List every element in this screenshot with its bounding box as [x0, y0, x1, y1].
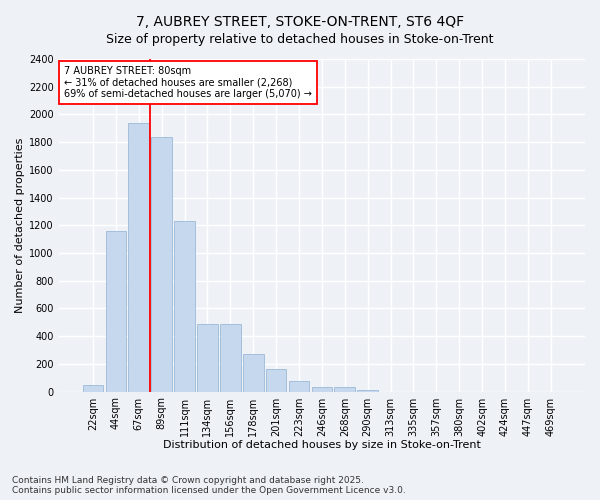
Bar — [289, 380, 309, 392]
Bar — [334, 388, 355, 392]
Bar — [243, 354, 263, 392]
Bar — [311, 388, 332, 392]
Bar — [83, 384, 103, 392]
Bar — [266, 370, 286, 392]
Bar — [151, 136, 172, 392]
Y-axis label: Number of detached properties: Number of detached properties — [15, 138, 25, 313]
Text: 7, AUBREY STREET, STOKE-ON-TRENT, ST6 4QF: 7, AUBREY STREET, STOKE-ON-TRENT, ST6 4Q… — [136, 15, 464, 29]
Text: 7 AUBREY STREET: 80sqm
← 31% of detached houses are smaller (2,268)
69% of semi-: 7 AUBREY STREET: 80sqm ← 31% of detached… — [64, 66, 312, 99]
Bar — [358, 390, 378, 392]
Bar — [220, 324, 241, 392]
Bar — [174, 221, 195, 392]
Bar — [106, 231, 126, 392]
Text: Contains HM Land Registry data © Crown copyright and database right 2025.
Contai: Contains HM Land Registry data © Crown c… — [12, 476, 406, 495]
Bar — [128, 122, 149, 392]
Bar — [197, 324, 218, 392]
X-axis label: Distribution of detached houses by size in Stoke-on-Trent: Distribution of detached houses by size … — [163, 440, 481, 450]
Text: Size of property relative to detached houses in Stoke-on-Trent: Size of property relative to detached ho… — [106, 32, 494, 46]
